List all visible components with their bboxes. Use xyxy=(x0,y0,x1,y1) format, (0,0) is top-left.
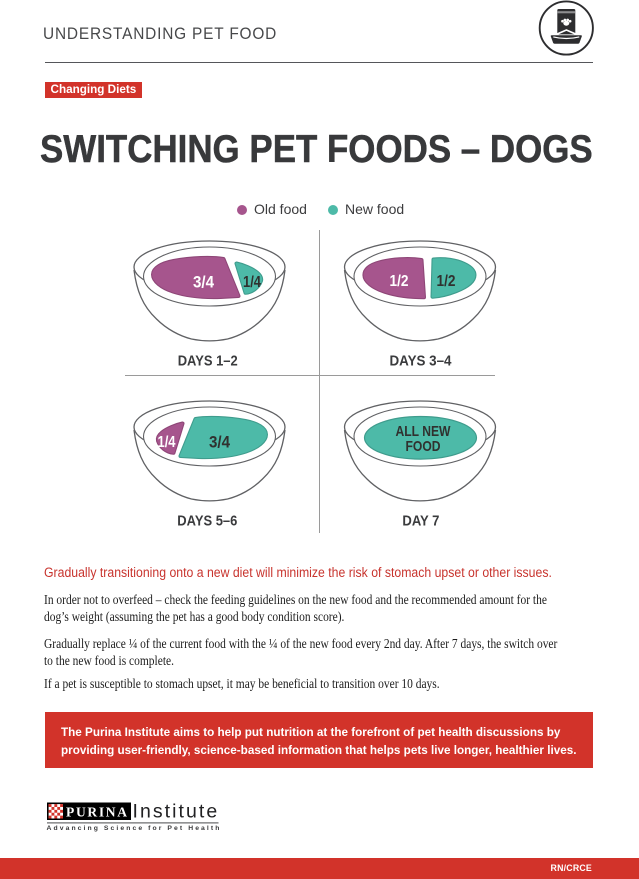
svg-text:3/4: 3/4 xyxy=(209,433,230,452)
svg-text:1/2: 1/2 xyxy=(390,273,409,290)
svg-text:FOOD: FOOD xyxy=(406,438,441,455)
svg-text:ALL NEW: ALL NEW xyxy=(396,423,452,440)
svg-text:PURINA: PURINA xyxy=(66,804,129,819)
svg-text:DAYS 5–6: DAYS 5–6 xyxy=(177,514,237,530)
svg-text:Advancing Science for Pet Heal: Advancing Science for Pet Health xyxy=(47,825,222,832)
svg-text:1/2: 1/2 xyxy=(437,273,456,290)
svg-text:1/4: 1/4 xyxy=(158,434,176,451)
svg-text:3/4: 3/4 xyxy=(193,273,214,292)
svg-text:DAYS 1–2: DAYS 1–2 xyxy=(178,354,238,370)
svg-text:1/4: 1/4 xyxy=(243,274,261,291)
svg-text:Institute: Institute xyxy=(133,801,220,823)
svg-text:DAY 7: DAY 7 xyxy=(402,514,439,530)
svg-text:DAYS 3–4: DAYS 3–4 xyxy=(390,354,452,370)
